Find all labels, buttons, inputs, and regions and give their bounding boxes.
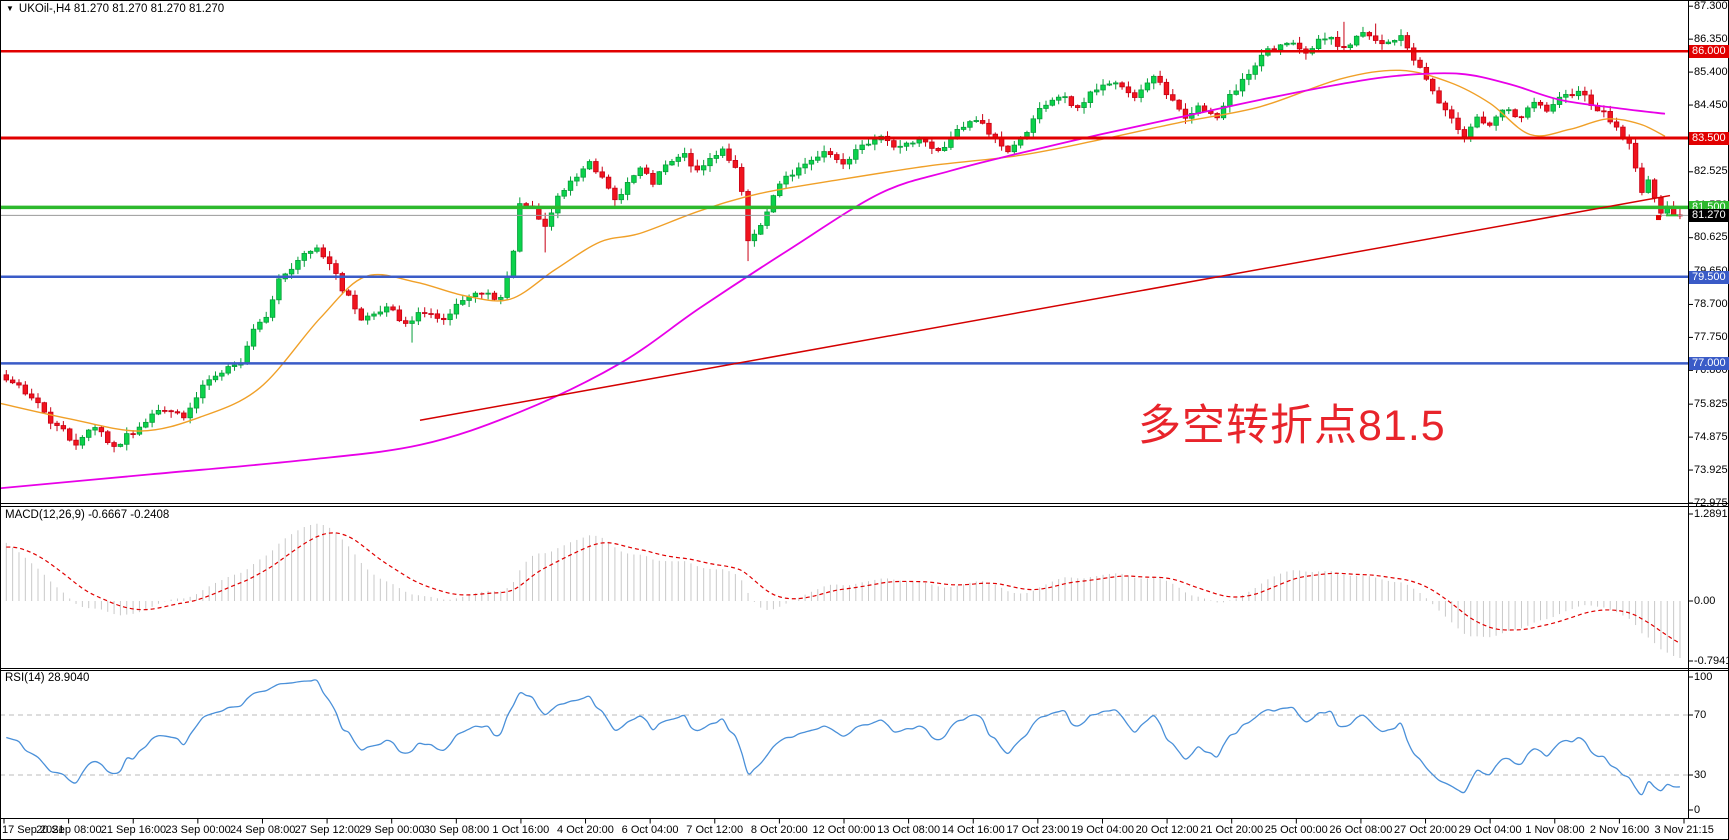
chart-title: UKOil-,H4 81.270 81.270 81.270 81.270 — [18, 3, 225, 15]
time-tick-label: 7 Oct 12:00 — [686, 824, 744, 836]
price-badge: 77.000 — [1689, 357, 1729, 371]
price-tick-label: 75.825 — [1694, 397, 1728, 410]
time-tick-label: 12 Oct 00:00 — [812, 824, 876, 836]
chart-title-bar: ▼ UKOil-,H4 81.270 81.270 81.270 81.270 — [6, 3, 224, 15]
time-tick-label: 3 Nov 21:15 — [1654, 824, 1714, 836]
sell-marker-icon — [1656, 215, 1661, 221]
time-tick-label: 27 Oct 20:00 — [1394, 824, 1458, 836]
macd-tick-label: 1.2891 — [1694, 507, 1728, 520]
time-tick-label: 21 Sep 16:00 — [100, 824, 167, 836]
time-tick-label: 30 Sep 08:00 — [423, 824, 490, 836]
time-tick-label: 29 Oct 04:00 — [1458, 824, 1522, 836]
time-tick-label: 1 Nov 08:00 — [1525, 824, 1585, 836]
macd-histogram — [5, 523, 1681, 658]
price-badge: 86.000 — [1689, 45, 1729, 59]
time-tick-label: 29 Sep 00:00 — [359, 824, 425, 836]
macd-signal-line — [6, 532, 1681, 644]
time-tick-label: 27 Sep 12:00 — [294, 824, 361, 836]
time-tick-label: 1 Oct 16:00 — [492, 824, 550, 836]
time-tick-label: 6 Oct 04:00 — [621, 824, 679, 836]
macd-tick-label: 0.00 — [1694, 594, 1716, 607]
rsi-tick-label: 0 — [1694, 803, 1701, 816]
rsi-line — [6, 679, 1680, 796]
slow-ma — [0, 72, 1666, 490]
symbol-dropdown-icon[interactable]: ▼ — [6, 4, 14, 13]
price-tick-label: 73.925 — [1694, 463, 1728, 476]
price-tick-label: 78.700 — [1694, 297, 1728, 310]
price-tick-label: 82.525 — [1694, 165, 1728, 178]
price-tick-label: 84.450 — [1694, 98, 1728, 111]
macd-panel-label: MACD(12,26,9) -0.6667 -0.2408 — [5, 509, 170, 521]
time-tick-label: 21 Oct 20:00 — [1200, 824, 1264, 836]
time-tick-label: 2 Nov 16:00 — [1589, 824, 1650, 836]
price-tick-label: 77.750 — [1694, 330, 1728, 343]
time-tick-label: 13 Oct 08:00 — [877, 824, 941, 836]
price-tick-label: 74.875 — [1694, 430, 1728, 443]
rsi-tick-label: 100 — [1694, 670, 1713, 683]
price-tick-label: 72.975 — [1694, 496, 1728, 509]
rsi-tick-label: 70 — [1694, 708, 1707, 721]
price-badge: 79.500 — [1689, 270, 1729, 284]
price-badge: 81.270 — [1689, 209, 1729, 223]
time-tick-label: 17 Oct 23:00 — [1006, 824, 1070, 836]
macd-tick-label: -0.7941 — [1694, 654, 1729, 667]
rsi-tick-label: 30 — [1694, 768, 1707, 781]
time-tick-label: 8 Oct 20:00 — [750, 824, 808, 836]
trendline[interactable] — [419, 194, 1671, 422]
time-tick-label: 24 Sep 08:00 — [229, 824, 296, 836]
price-badge: 83.500 — [1689, 131, 1729, 145]
price-annotation: 多空转折点81.5 — [1138, 402, 1446, 450]
fast-ma — [0, 69, 1666, 432]
price-tick-label: 85.400 — [1694, 65, 1728, 78]
time-tick-label: 25 Oct 00:00 — [1264, 824, 1328, 836]
time-tick-label: 4 Oct 20:00 — [557, 824, 614, 836]
price-tick-label: 80.625 — [1694, 231, 1728, 244]
time-tick-label: 20 Sep 08:00 — [36, 824, 102, 836]
time-tick-label: 19 Oct 04:00 — [1070, 824, 1134, 836]
time-tick-label: 14 Oct 16:00 — [941, 824, 1005, 836]
price-tick-label: 87.300 — [1694, 0, 1728, 12]
rsi-panel-label: RSI(14) 28.9040 — [5, 672, 90, 684]
time-tick-label: 20 Oct 12:00 — [1135, 824, 1199, 836]
time-tick-label: 23 Sep 00:00 — [165, 824, 231, 836]
price-tick-label: 86.350 — [1694, 32, 1728, 45]
candles — [3, 21, 1683, 453]
time-tick-label: 17 Sep 2021 — [2, 824, 65, 836]
time-tick-label: 26 Oct 08:00 — [1329, 824, 1393, 836]
